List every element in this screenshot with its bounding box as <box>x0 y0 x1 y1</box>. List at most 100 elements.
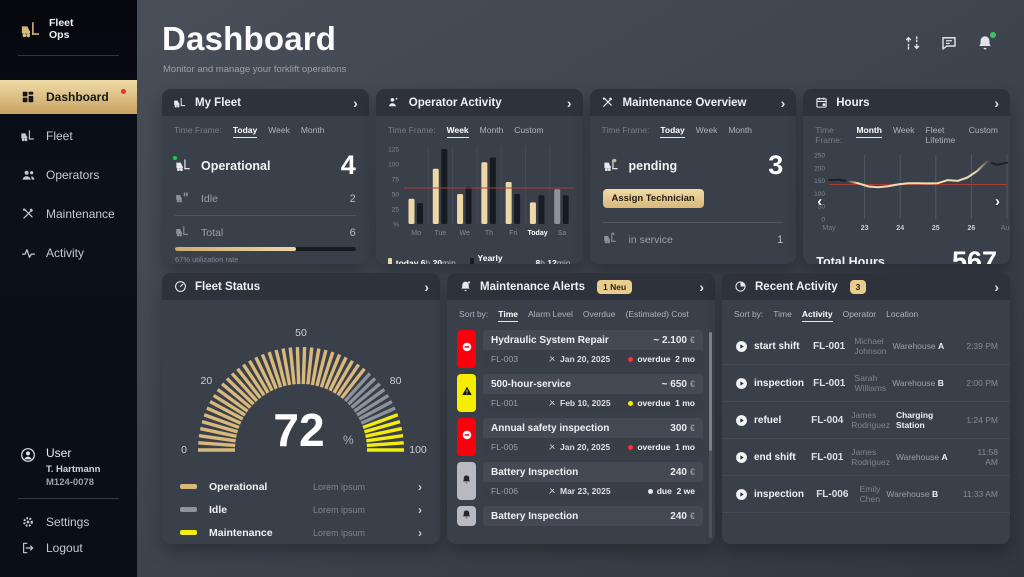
activity-item-inspection[interactable]: inspection FL-006 Emily Chen Warehouse B 11:… <box>722 476 1010 513</box>
scrollbar[interactable] <box>709 332 712 538</box>
alert-title: Battery Inspection <box>491 467 579 478</box>
card-title: Operator Activity <box>408 96 502 109</box>
chevron-right-icon[interactable]: › <box>780 94 786 111</box>
forklift-icon <box>20 128 36 144</box>
card-recent-activity-header[interactable]: Recent Activity 3 › <box>722 273 1010 300</box>
alert-item-hydraulic-system-repair[interactable]: Hydraulic System Repair ~ 2.100 € FL-003 Jan… <box>457 330 703 368</box>
time-frame-week[interactable]: Week <box>268 125 290 135</box>
activity-item-start-shift[interactable]: start shift FL-001 Michael Johnson Warehous… <box>722 328 1010 365</box>
alert-item-battery-inspection[interactable]: Battery Inspection 240 € FL-006 Mar 23, 2025… <box>457 462 703 500</box>
sidebar-item-logout[interactable]: Logout <box>0 535 137 561</box>
chevron-right-icon[interactable]: › <box>424 278 429 295</box>
route-icon[interactable] <box>904 34 922 52</box>
bell-small-icon <box>461 472 472 490</box>
chat-icon[interactable] <box>940 34 958 52</box>
activity-location: Warehouse B <box>886 489 939 499</box>
card-maintenance-overview-header[interactable]: Maintenance Overview › <box>589 89 797 116</box>
card-my-fleet-header[interactable]: My Fleet › <box>162 89 369 116</box>
time-frame-month[interactable]: Month <box>479 125 504 135</box>
user-block[interactable]: User T. Hartmann M124-0078 <box>0 446 137 488</box>
sidebar-item-label: Dashboard <box>46 90 109 105</box>
svg-text:100: 100 <box>814 191 825 198</box>
activity-list: start shift FL-001 Michael Johnson Warehous… <box>722 328 1010 544</box>
alert-vehicle: FL-006 <box>491 486 518 496</box>
status-legend-maintenance[interactable]: Maintenance Lorem ipsum › <box>162 521 440 544</box>
activity-item-inspection[interactable]: inspection FL-001 Sarah Williams Warehouse … <box>722 365 1010 402</box>
sort-option-activity[interactable]: Activity <box>801 309 833 322</box>
alert-item-500-hour-service[interactable]: 500-hour-service ~ 650 € FL-001 Feb 10, 2025… <box>457 374 703 412</box>
card-title: Recent Activity <box>755 280 838 293</box>
time-frame-week[interactable]: Week <box>892 125 915 135</box>
currency-symbol: € <box>689 379 695 389</box>
activity-item-refuel[interactable]: refuel FL-004 James Rodriguez Charging Stat… <box>722 402 1010 439</box>
assign-technician-button[interactable]: Assign Technician <box>602 189 704 208</box>
stat-value: 3 <box>768 150 784 180</box>
status-dot <box>628 356 634 362</box>
sort-option-operator[interactable]: Operator <box>842 309 877 319</box>
stat-idle: Idle 2 <box>162 190 369 207</box>
time-frame-month[interactable]: Month <box>300 125 325 135</box>
stat-in-service: in service 1 <box>590 231 797 248</box>
gear-icon <box>20 514 36 530</box>
time-frame-fleet-lifetime[interactable]: Fleet Lifetime <box>925 125 956 145</box>
sort-option-time[interactable]: Time <box>498 309 518 322</box>
chevron-right-icon[interactable]: › <box>566 94 572 111</box>
next-period-button[interactable]: › <box>995 193 1000 210</box>
card-operator-activity-header[interactable]: Operator Activity › <box>375 89 583 116</box>
user-icon <box>20 447 36 463</box>
alert-item-annual-safety-inspection[interactable]: Annual safety inspection 300 € FL-005 Jan 20… <box>457 418 703 456</box>
chevron-right-icon[interactable]: › <box>353 94 358 111</box>
activity-count-badge: 3 <box>849 279 867 294</box>
warning-icon <box>461 384 473 402</box>
forklift-idle-icon <box>175 190 192 207</box>
time-frame-today[interactable]: Today <box>660 125 685 138</box>
sidebar-divider <box>18 55 119 57</box>
sort-option-alarm-level[interactable]: Alarm Level <box>527 309 573 319</box>
prev-period-button[interactable]: ‹ <box>817 193 823 210</box>
status-legend-idle[interactable]: Idle Lorem ipsum › <box>162 498 440 521</box>
time-frame-month[interactable]: Month <box>728 125 752 135</box>
status-dot <box>647 488 653 494</box>
sort-option-location[interactable]: Location <box>886 309 919 319</box>
sort-option-time[interactable]: Time <box>773 309 792 319</box>
chevron-right-icon[interactable]: › <box>699 278 704 295</box>
sort-option--estimated-cost[interactable]: (Estimated) Cost <box>625 309 689 319</box>
header-actions <box>904 32 996 52</box>
alert-item-battery-inspection[interactable]: Battery Inspection 240 € <box>457 506 703 526</box>
alert-cost: 240 € <box>670 511 695 522</box>
time-frame-custom[interactable]: Custom <box>514 125 544 135</box>
total-hours-value: 567 <box>951 246 997 264</box>
card-title: Hours <box>836 96 870 109</box>
activity-item-end-shift[interactable]: end shift FL-001 James Rodriguez Warehouse … <box>722 439 1010 476</box>
sidebar-item-activity[interactable]: Activity <box>0 236 137 270</box>
time-frame-month[interactable]: Month <box>856 125 882 138</box>
stat-value: 1 <box>777 233 784 246</box>
sidebar-item-maintenance[interactable]: Maintenance <box>0 197 137 231</box>
legend-description: Lorem ipsum <box>313 527 366 538</box>
bell-icon[interactable] <box>976 32 996 52</box>
sidebar-item-settings[interactable]: Settings <box>0 509 137 535</box>
sidebar-item-fleet[interactable]: Fleet <box>0 119 137 153</box>
card-maintenance-alerts-header[interactable]: Maintenance Alerts 1 Neu › <box>447 273 715 300</box>
legend-label: Idle <box>209 503 228 516</box>
sidebar-item-dashboard[interactable]: Dashboard <box>0 80 137 115</box>
stat-value: 4 <box>340 150 356 180</box>
alert-bell-icon <box>458 280 472 294</box>
alert-meta: FL-005 Jan 20, 2025 overdue 1 mo <box>483 438 703 456</box>
chevron-right-icon[interactable]: › <box>994 278 999 295</box>
alert-status: due 2 we <box>647 486 695 496</box>
time-frame-week[interactable]: Week <box>695 125 718 135</box>
legend-description: Lorem ipsum <box>313 481 366 492</box>
time-frame-today[interactable]: Today <box>232 125 258 138</box>
time-frame-custom[interactable]: Custom <box>968 125 998 135</box>
no-entry-icon <box>461 340 473 358</box>
sort-option-overdue[interactable]: Overdue <box>582 309 616 319</box>
sidebar-item-operators[interactable]: Operators <box>0 158 137 192</box>
stat-total: Total 6 <box>162 224 369 241</box>
status-legend-operational[interactable]: Operational Lorem ipsum › <box>162 475 440 498</box>
card-hours-header[interactable]: Hours › <box>803 89 1010 116</box>
chevron-right-icon[interactable]: › <box>994 94 999 111</box>
card-fleet-status-header[interactable]: Fleet Status › <box>162 273 440 300</box>
time-frame-week[interactable]: Week <box>446 125 469 138</box>
